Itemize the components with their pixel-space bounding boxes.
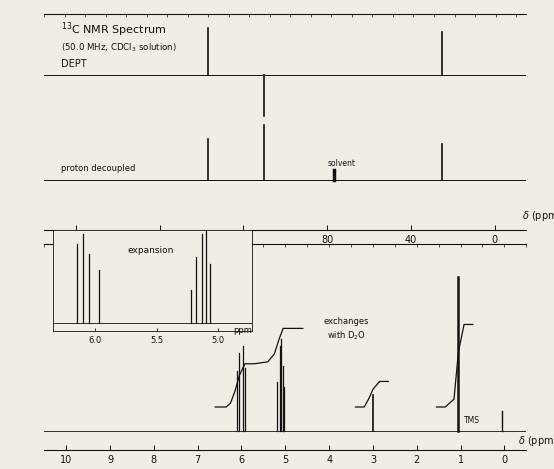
Text: expansion: expansion: [127, 246, 174, 255]
Text: DEPT: DEPT: [61, 59, 87, 68]
Text: $^{1}$H NMR Spectrum: $^{1}$H NMR Spectrum: [75, 264, 177, 282]
Text: $^{13}$C NMR Spectrum: $^{13}$C NMR Spectrum: [61, 21, 167, 39]
Text: TMS: TMS: [464, 416, 480, 425]
Text: ppm: ppm: [234, 325, 253, 334]
Text: $\delta$ (ppm): $\delta$ (ppm): [517, 434, 554, 448]
Text: (200 MHz, CDCl$_3$ solution): (200 MHz, CDCl$_3$ solution): [75, 283, 188, 295]
Text: (50.0 MHz, CDCl$_3$ solution): (50.0 MHz, CDCl$_3$ solution): [61, 41, 177, 54]
Text: solvent: solvent: [327, 159, 355, 168]
Text: $\delta$ (ppm): $\delta$ (ppm): [522, 209, 554, 223]
Text: proton decoupled: proton decoupled: [61, 164, 136, 173]
Text: exchanges
with D$_2$O: exchanges with D$_2$O: [324, 317, 370, 342]
